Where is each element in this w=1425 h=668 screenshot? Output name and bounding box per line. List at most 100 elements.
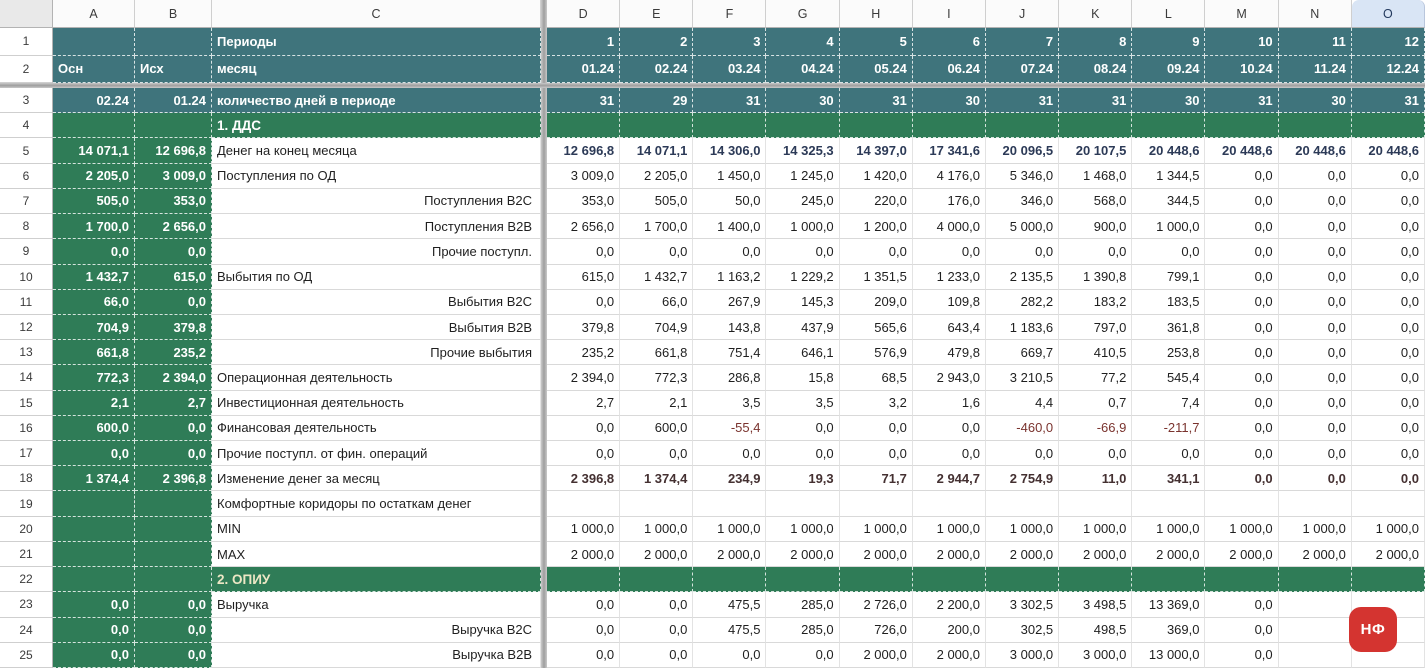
cell-M1[interactable]: 10 xyxy=(1205,28,1279,56)
cell-N11[interactable]: 0,0 xyxy=(1278,289,1352,315)
row-header-3[interactable]: 3 xyxy=(0,88,53,114)
cell-K23[interactable]: 3 498,5 xyxy=(1059,592,1133,618)
cell-F9[interactable]: 0,0 xyxy=(693,239,767,265)
cell-G15[interactable]: 3,5 xyxy=(766,390,840,416)
cell-F6[interactable]: 1 450,0 xyxy=(693,163,767,189)
cell-N19[interactable] xyxy=(1278,491,1352,517)
cell-D16[interactable]: 0,0 xyxy=(547,415,621,442)
cell-H19[interactable] xyxy=(839,491,913,517)
cell-B11[interactable]: 0,0 xyxy=(135,289,212,315)
row-header-5[interactable]: 5 xyxy=(0,138,53,164)
cell-O4[interactable] xyxy=(1351,113,1425,139)
row-header-9[interactable]: 9 xyxy=(0,239,53,265)
cell-G8[interactable]: 1 000,0 xyxy=(766,214,840,240)
cell-G3[interactable]: 30 xyxy=(766,88,840,114)
cell-L25[interactable]: 13 000,0 xyxy=(1132,642,1206,668)
cell-I16[interactable]: 0,0 xyxy=(912,415,986,442)
col-header-I[interactable]: I xyxy=(912,0,986,28)
cell-D20[interactable]: 1 000,0 xyxy=(547,516,621,542)
pane-divider-vertical[interactable] xyxy=(541,138,547,164)
cell-E19[interactable] xyxy=(620,491,694,517)
cell-N10[interactable]: 0,0 xyxy=(1278,264,1352,290)
cell-B4[interactable] xyxy=(135,113,212,139)
cell-L8[interactable]: 1 000,0 xyxy=(1132,214,1206,240)
cell-G5[interactable]: 14 325,3 xyxy=(766,138,840,164)
cell-B10[interactable]: 615,0 xyxy=(135,264,212,290)
cell-C10[interactable]: Выбытия по ОД xyxy=(212,264,541,290)
cell-O11[interactable]: 0,0 xyxy=(1351,289,1425,315)
cell-F16[interactable]: -55,4 xyxy=(693,415,767,442)
cell-D13[interactable]: 235,2 xyxy=(547,340,621,366)
cell-D22[interactable] xyxy=(547,567,621,593)
cell-D1[interactable]: 1 xyxy=(547,28,621,56)
pane-divider-vertical[interactable] xyxy=(541,28,547,56)
cell-G1[interactable]: 4 xyxy=(766,28,840,56)
cell-B23[interactable]: 0,0 xyxy=(135,592,212,618)
cell-J3[interactable]: 31 xyxy=(985,88,1060,114)
cell-M22[interactable] xyxy=(1205,567,1279,593)
cell-B8[interactable]: 2 656,0 xyxy=(135,214,212,240)
pane-divider-vertical[interactable] xyxy=(541,239,547,265)
cell-D24[interactable]: 0,0 xyxy=(547,617,621,643)
cell-C13[interactable]: Прочие выбытия xyxy=(212,340,541,366)
cell-M4[interactable] xyxy=(1205,113,1279,139)
cell-N25[interactable] xyxy=(1278,642,1352,668)
cell-M21[interactable]: 2 000,0 xyxy=(1205,541,1279,568)
cell-L6[interactable]: 1 344,5 xyxy=(1132,163,1206,189)
pane-divider-vertical[interactable] xyxy=(541,163,547,189)
cell-D9[interactable]: 0,0 xyxy=(547,239,621,265)
cell-L5[interactable]: 20 448,6 xyxy=(1132,138,1206,164)
col-header-A[interactable]: A xyxy=(53,0,135,28)
cell-L12[interactable]: 361,8 xyxy=(1132,314,1206,341)
cell-I3[interactable]: 30 xyxy=(912,88,986,114)
cell-O1[interactable]: 12 xyxy=(1351,28,1425,56)
cell-K17[interactable]: 0,0 xyxy=(1059,441,1133,467)
cell-G25[interactable]: 0,0 xyxy=(766,642,840,668)
cell-E22[interactable] xyxy=(620,567,694,593)
pane-divider-vertical[interactable] xyxy=(541,390,547,416)
cell-E3[interactable]: 29 xyxy=(620,88,694,114)
cell-J14[interactable]: 3 210,5 xyxy=(985,365,1060,391)
cell-E13[interactable]: 661,8 xyxy=(620,340,694,366)
cell-C17[interactable]: Прочие поступл. от фин. операций xyxy=(212,441,541,467)
cell-D3[interactable]: 31 xyxy=(547,88,621,114)
cell-O3[interactable]: 31 xyxy=(1351,88,1425,114)
cell-C22[interactable]: 2. ОПИУ xyxy=(212,567,541,593)
cell-K25[interactable]: 3 000,0 xyxy=(1059,642,1133,668)
cell-I1[interactable]: 6 xyxy=(912,28,986,56)
cell-N16[interactable]: 0,0 xyxy=(1278,415,1352,442)
cell-B18[interactable]: 2 396,8 xyxy=(135,466,212,492)
cell-M19[interactable] xyxy=(1205,491,1279,517)
cell-G4[interactable] xyxy=(766,113,840,139)
cell-D18[interactable]: 2 396,8 xyxy=(547,466,621,492)
cell-L1[interactable]: 9 xyxy=(1132,28,1206,56)
cell-O20[interactable]: 1 000,0 xyxy=(1351,516,1425,542)
cell-G18[interactable]: 19,3 xyxy=(766,466,840,492)
cell-I15[interactable]: 1,6 xyxy=(912,390,986,416)
cell-H11[interactable]: 209,0 xyxy=(839,289,913,315)
cell-H18[interactable]: 71,7 xyxy=(839,466,913,492)
cell-N5[interactable]: 20 448,6 xyxy=(1278,138,1352,164)
cell-E10[interactable]: 1 432,7 xyxy=(620,264,694,290)
cell-L19[interactable] xyxy=(1132,491,1206,517)
row-header-24[interactable]: 24 xyxy=(0,617,53,643)
cell-J9[interactable]: 0,0 xyxy=(985,239,1060,265)
cell-K16[interactable]: -66,9 xyxy=(1059,415,1133,442)
cell-G12[interactable]: 437,9 xyxy=(766,314,840,341)
cell-J18[interactable]: 2 754,9 xyxy=(985,466,1060,492)
cell-F8[interactable]: 1 400,0 xyxy=(693,214,767,240)
cell-G13[interactable]: 646,1 xyxy=(766,340,840,366)
cell-J5[interactable]: 20 096,5 xyxy=(985,138,1060,164)
cell-J11[interactable]: 282,2 xyxy=(985,289,1060,315)
cell-K5[interactable]: 20 107,5 xyxy=(1059,138,1133,164)
cell-E16[interactable]: 600,0 xyxy=(620,415,694,442)
cell-L11[interactable]: 183,5 xyxy=(1132,289,1206,315)
cell-M3[interactable]: 31 xyxy=(1205,88,1279,114)
col-header-J[interactable]: J xyxy=(985,0,1060,28)
cell-A4[interactable] xyxy=(53,113,135,139)
cell-M20[interactable]: 1 000,0 xyxy=(1205,516,1279,542)
pane-divider-vertical[interactable] xyxy=(541,289,547,315)
cell-B13[interactable]: 235,2 xyxy=(135,340,212,366)
cell-E8[interactable]: 1 700,0 xyxy=(620,214,694,240)
cell-B3[interactable]: 01.24 xyxy=(135,88,212,114)
